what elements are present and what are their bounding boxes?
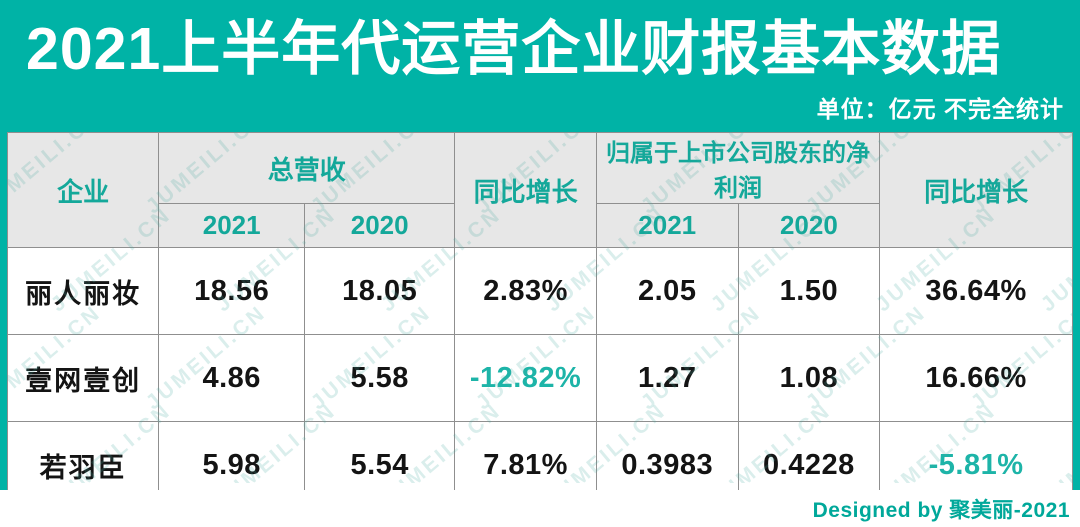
- cell-revenue-yoy: -12.82%: [454, 334, 597, 422]
- col-header-revenue-yoy: 同比增长: [454, 132, 597, 248]
- cell-revenue-2020: 5.58: [304, 334, 456, 422]
- col-header-revenue-2021: 2021: [158, 203, 306, 248]
- cell-profit-2020: 1.50: [737, 247, 881, 335]
- cell-profit-yoy: 36.64%: [879, 247, 1073, 335]
- table-row: 丽人丽妆 18.56 18.05 2.83% 2.05 1.50 36.64%: [6, 247, 1073, 335]
- cell-profit-2021: 2.05: [595, 247, 739, 335]
- col-header-revenue-group: 总营收: [158, 132, 456, 204]
- cell-revenue-yoy: 2.83%: [454, 247, 597, 335]
- cell-revenue-2020: 18.05: [304, 247, 456, 335]
- cell-profit-2021: 1.27: [595, 334, 739, 422]
- page-title: 2021上半年代运营企业财报基本数据: [26, 16, 1002, 82]
- col-header-revenue-2020: 2020: [304, 203, 456, 248]
- col-header-profit-yoy: 同比增长: [879, 132, 1073, 248]
- col-header-company: 企业: [6, 132, 160, 248]
- unit-note: 单位：亿元 不完全统计: [816, 96, 1064, 122]
- cell-revenue-2021: 18.56: [158, 247, 306, 335]
- table-row: 壹网壹创 4.86 5.58 -12.82% 1.27 1.08 16.66%: [6, 334, 1073, 422]
- cell-company: 壹网壹创: [6, 334, 160, 422]
- col-header-profit-2020: 2020: [737, 203, 881, 248]
- cell-revenue-2021: 4.86: [158, 334, 306, 422]
- title-banner: 2021上半年代运营企业财报基本数据 单位：亿元 不完全统计: [0, 0, 1080, 125]
- design-credit: Designed by 聚美丽-2021: [812, 498, 1070, 522]
- cell-profit-2020: 1.08: [737, 334, 881, 422]
- financial-table-frame: 企业 总营收 同比增长 归属于上市公司股东的净利润 同比增长 2021 2020…: [0, 125, 1080, 509]
- col-header-profit-group: 归属于上市公司股东的净利润: [595, 132, 881, 204]
- cell-company: 丽人丽妆: [6, 247, 160, 335]
- cell-profit-yoy: 16.66%: [879, 334, 1073, 422]
- financial-table: 企业 总营收 同比增长 归属于上市公司股东的净利润 同比增长 2021 2020…: [6, 132, 1073, 509]
- col-header-profit-2021: 2021: [595, 203, 739, 248]
- footer: Designed by 聚美丽-2021: [0, 490, 1080, 527]
